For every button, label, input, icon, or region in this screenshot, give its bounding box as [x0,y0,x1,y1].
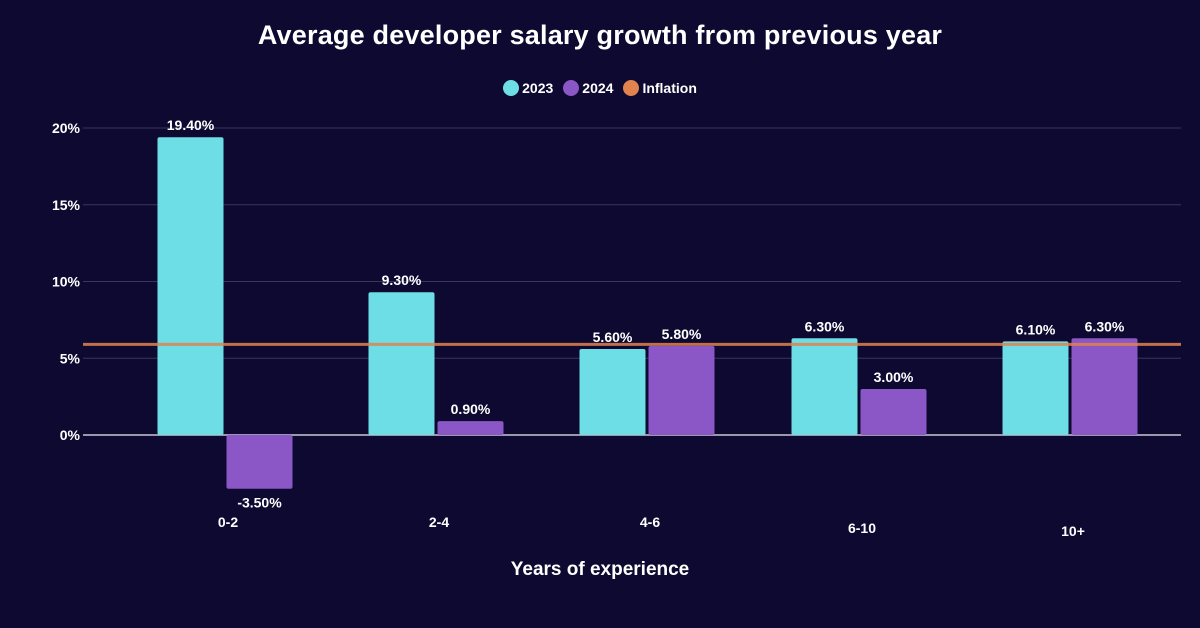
legend-item-inflation[interactable]: Inflation [623,80,697,96]
bar-2024-6-10[interactable] [860,388,927,435]
bar-2023-6-10[interactable] [791,338,858,435]
x-tick-label: 0-2 [218,514,238,530]
chart-legend: 2023 2024 Inflation [0,80,1200,96]
data-labels: 19.40% -3.50% 9.30% 0.90% 5.60% 5.80% 6.30% 3.0… [167,117,1125,511]
y-tick-label: 5% [60,350,81,366]
y-axis-ticks: 0% 5% 10% 15% 20% [52,120,81,443]
data-label-2023-0-2: 19.40% [167,117,215,133]
legend-swatch-2023 [503,80,520,96]
bar-2024-4-6[interactable] [648,345,715,435]
data-label-2023-4-6: 5.60% [593,329,633,345]
chart-title: Average developer salary growth from pre… [257,20,943,50]
data-label-2024-0-2: -3.50% [237,495,282,511]
bar-2023-2-4[interactable] [368,292,435,435]
bar-2024-0-2[interactable] [226,435,293,489]
data-label-2024-6-10: 3.00% [874,369,914,385]
bar-2024-2-4[interactable] [437,421,504,435]
data-label-2023-6-10: 6.30% [805,318,845,334]
data-label-2024-10+: 6.30% [1085,318,1125,334]
x-axis-title: Years of experience [511,559,690,580]
data-label-2024-4-6: 5.80% [662,326,702,342]
bar-2023-0-2[interactable] [157,137,224,435]
y-tick-label: 20% [52,120,81,136]
bar-2024-10+[interactable] [1071,338,1138,435]
x-tick-label: 4-6 [640,514,660,530]
legend-swatch-inflation [623,80,640,96]
bars [157,137,1138,489]
legend-item-2023[interactable]: 2023 [503,80,553,96]
data-label-2024-2-4: 0.90% [451,401,491,417]
bar-2023-4-6[interactable] [579,349,646,435]
data-label-2023-2-4: 9.30% [382,272,422,288]
y-tick-label: 10% [52,274,81,290]
bar-2023-10+[interactable] [1002,341,1069,435]
legend-label-2023: 2023 [522,80,554,96]
y-tick-label: 0% [60,427,81,443]
y-tick-label: 15% [52,197,81,213]
x-tick-label: 10+ [1061,523,1085,539]
legend-label-inflation: Inflation [642,80,697,96]
legend-swatch-2024 [563,80,580,96]
data-label-2023-10+: 6.10% [1016,321,1056,337]
x-tick-label: 2-4 [429,514,449,530]
legend-item-2024[interactable]: 2024 [563,80,613,96]
legend-label-2024: 2024 [582,80,614,96]
x-axis-ticks: 0-2 2-4 4-6 6-10 10+ [218,514,1085,539]
x-tick-label: 6-10 [848,520,876,536]
